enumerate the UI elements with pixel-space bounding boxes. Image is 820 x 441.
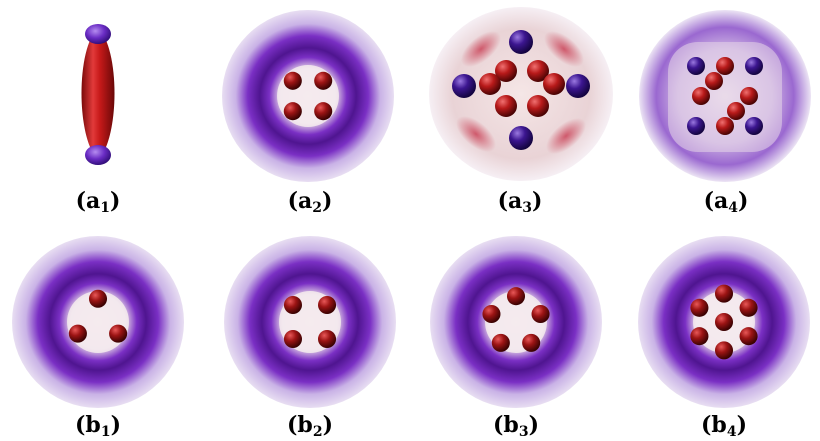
vortex [317, 329, 337, 349]
panel-b1 [10, 234, 186, 410]
vortex [522, 333, 541, 352]
panel-a1 [58, 18, 138, 170]
lattice-sparse-image [639, 10, 811, 182]
panel-a2 [218, 8, 398, 184]
panel-label-a4: (a4) [703, 188, 749, 216]
vortex [690, 298, 709, 317]
panel-label-a1: (a1) [75, 188, 121, 216]
panel-a3 [426, 4, 616, 184]
panel-label-a3: (a3) [497, 188, 543, 216]
panel-label-b3: (b3) [493, 412, 539, 440]
vortex [314, 71, 333, 90]
panel-label-b4: (b4) [701, 412, 747, 440]
vortex [739, 298, 758, 317]
vortex [690, 327, 709, 346]
core-region [277, 65, 339, 127]
panel-b3 [428, 234, 604, 410]
vortex [491, 333, 510, 352]
panel-label-a2: (a2) [287, 188, 333, 216]
vortex [314, 102, 333, 121]
panel-label-b1: (b1) [75, 412, 121, 440]
vortex [68, 324, 87, 343]
panel-b4 [636, 234, 812, 410]
vortex [88, 289, 108, 308]
vortex [714, 284, 734, 303]
ring-core-image [430, 236, 602, 408]
lattice-dense-image [429, 7, 613, 181]
vortex [283, 71, 302, 90]
ring-core-image [222, 10, 394, 182]
ring-core-image [12, 236, 184, 408]
panel-label-b2: (b2) [287, 412, 333, 440]
elongated-cloud-image [81, 24, 115, 165]
vortex [283, 102, 302, 121]
panel-b2 [222, 234, 398, 410]
vortex [739, 327, 758, 346]
vortex [283, 295, 303, 315]
vortex [109, 324, 128, 343]
ring-core-image [638, 236, 810, 408]
panel-a4 [638, 8, 812, 184]
vortex [506, 287, 526, 306]
vortex [714, 341, 734, 360]
ring-core-image [224, 236, 396, 408]
vortex [317, 295, 337, 315]
vortex [482, 304, 501, 324]
vortex [714, 312, 734, 332]
vortex [283, 329, 303, 349]
vortex [531, 304, 550, 324]
